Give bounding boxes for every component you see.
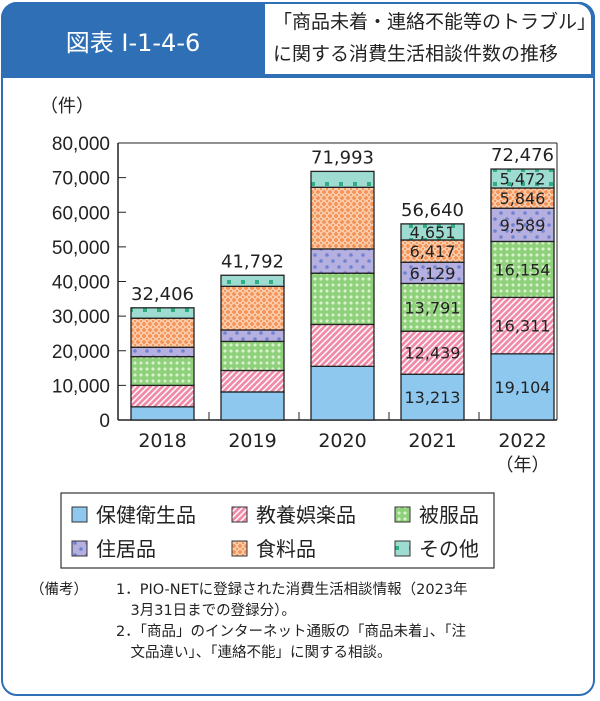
notes-label: （備考） bbox=[30, 582, 88, 598]
bar-segment bbox=[400, 223, 465, 241]
bar-total-label: 41,792 bbox=[221, 251, 284, 272]
bar-segment bbox=[310, 365, 375, 421]
y-tick-label: 50,000 bbox=[52, 238, 110, 259]
bar-segment bbox=[490, 168, 555, 189]
legend-swatch bbox=[394, 506, 411, 523]
bar-segment bbox=[490, 207, 555, 243]
segment-value-label: 4,651 bbox=[410, 223, 456, 242]
legend-swatch bbox=[231, 540, 248, 557]
note-item: 3月31日までの登録分）。 bbox=[116, 603, 296, 619]
y-tick-label: 70,000 bbox=[52, 169, 110, 190]
bar-segment bbox=[490, 240, 555, 299]
segment-value-label: 13,791 bbox=[405, 298, 461, 317]
x-tick-label: 2020 bbox=[318, 430, 366, 452]
bar-segment bbox=[130, 355, 195, 387]
bar-segment bbox=[220, 285, 285, 331]
segment-value-label: 6,417 bbox=[410, 242, 456, 261]
bar-segment bbox=[130, 406, 195, 421]
legend-label: 住居品 bbox=[96, 537, 156, 561]
segment-value-label: 12,439 bbox=[405, 344, 461, 363]
bar-segment bbox=[400, 282, 465, 332]
x-tick-label: 2022 bbox=[498, 430, 546, 452]
note-item: 2．「商品」のインターネット通販の「商品未着」、「注 bbox=[116, 624, 466, 640]
bar-segment bbox=[400, 330, 465, 375]
figure-label: 図表 I-1-4-6 bbox=[1, 2, 265, 78]
y-tick-label: 60,000 bbox=[52, 203, 110, 224]
bar-segment bbox=[130, 317, 195, 348]
legend-label: 食料品 bbox=[256, 537, 316, 561]
legend-label: その他 bbox=[419, 537, 479, 561]
y-tick-label: 40,000 bbox=[52, 273, 110, 294]
segment-value-label: 5,846 bbox=[500, 189, 546, 208]
bar-segment bbox=[220, 274, 285, 287]
x-tick-label: 2021 bbox=[408, 430, 456, 452]
bar-segment bbox=[310, 248, 375, 274]
bar-segment bbox=[130, 307, 195, 319]
notes: （備考） 1．PIO-NETに登録された消費生活相談情報（2023年 3月31日ま… bbox=[30, 580, 468, 664]
y-axis-label: （件） bbox=[40, 96, 94, 117]
header-divider bbox=[3, 76, 593, 78]
bar-segment bbox=[220, 391, 285, 421]
bar-segment bbox=[310, 186, 375, 250]
legend-swatch bbox=[71, 540, 88, 557]
bar-segment bbox=[490, 296, 555, 355]
bar-segment bbox=[490, 353, 555, 421]
legend-label: 被服品 bbox=[419, 503, 479, 527]
note-item: 1．PIO-NETに登録された消費生活相談情報（2023年 bbox=[116, 582, 468, 598]
x-axis-label: （年） bbox=[496, 455, 550, 476]
legend-label: 保健衛生品 bbox=[96, 503, 196, 527]
bar-segment bbox=[400, 373, 465, 421]
bar-segment bbox=[220, 369, 285, 393]
x-tick-label: 2018 bbox=[138, 430, 186, 452]
y-tick-label: 10,000 bbox=[52, 376, 110, 397]
bar-segment bbox=[310, 170, 375, 188]
segment-value-label: 5,472 bbox=[500, 170, 546, 189]
note-item: 文品違い」、「連絡不能」に関する相談。 bbox=[116, 645, 392, 661]
segment-value-label: 9,589 bbox=[500, 216, 546, 235]
title-line-1: 「商品未着・連絡不能等のトラブル」 bbox=[273, 11, 597, 33]
legend-swatch bbox=[231, 506, 248, 523]
segment-value-label: 16,311 bbox=[495, 317, 551, 336]
legend-label: 教養娯楽品 bbox=[256, 503, 356, 527]
bar-segment bbox=[310, 272, 375, 326]
bar-segment bbox=[310, 323, 375, 367]
bar-segment bbox=[220, 329, 285, 343]
x-tick-label: 2019 bbox=[228, 430, 276, 452]
segment-value-label: 16,154 bbox=[495, 260, 551, 279]
bar-total-label: 32,406 bbox=[131, 284, 194, 305]
y-tick-label: 80,000 bbox=[52, 134, 110, 155]
legend bbox=[60, 492, 495, 569]
bar-segment bbox=[130, 384, 195, 408]
legend-swatch bbox=[71, 506, 88, 523]
y-tick-label: 0 bbox=[99, 411, 110, 432]
bar-segment bbox=[220, 340, 285, 372]
bar-segment bbox=[130, 346, 195, 358]
y-tick-label: 30,000 bbox=[52, 307, 110, 328]
bar-total-label: 56,640 bbox=[401, 200, 464, 221]
title-line-2: に関する消費生活相談件数の推移 bbox=[273, 43, 559, 65]
y-tick-label: 20,000 bbox=[52, 342, 110, 363]
bar-total-label: 71,993 bbox=[311, 147, 374, 168]
legend-swatch bbox=[394, 540, 411, 557]
segment-value-label: 6,129 bbox=[410, 264, 456, 283]
segment-value-label: 13,213 bbox=[405, 388, 461, 407]
bar-total-label: 72,476 bbox=[491, 145, 554, 166]
segment-value-label: 19,104 bbox=[495, 378, 551, 397]
chart-title: 「商品未着・連絡不能等のトラブル」 に関する消費生活相談件数の推移 bbox=[265, 4, 597, 74]
